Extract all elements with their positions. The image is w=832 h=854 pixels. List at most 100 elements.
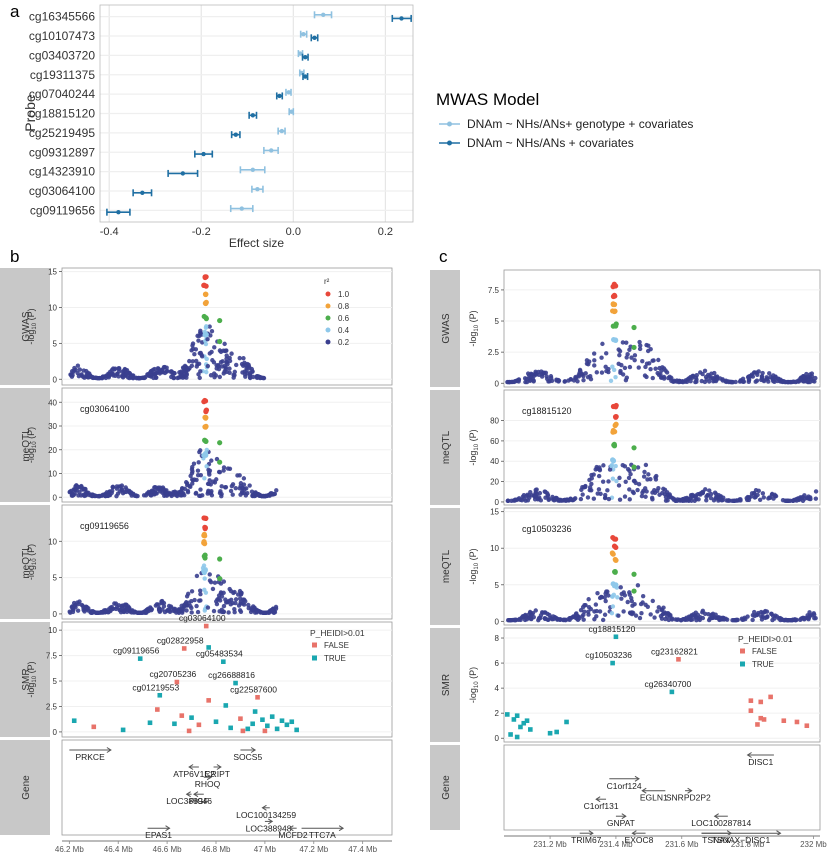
panel-b-gene-label: EPAS1 xyxy=(145,830,172,840)
panel-c-point xyxy=(752,491,757,497)
panel-c-smr-legend-key xyxy=(740,648,745,654)
panel-c-point xyxy=(568,496,573,501)
panel-c-point xyxy=(770,613,776,619)
panel-b-point xyxy=(189,610,194,615)
panel-c-point xyxy=(507,379,512,385)
panel-a-point xyxy=(250,167,256,173)
panel-c-xtick-label: 231.4 Mb xyxy=(599,840,633,849)
panel-b-point xyxy=(77,599,82,604)
panel-c-point xyxy=(784,618,790,623)
panel-b-point xyxy=(198,591,203,597)
panel-b-point xyxy=(70,609,76,615)
panel-c-point xyxy=(656,357,661,363)
panel-b-point xyxy=(77,367,83,372)
panel-b-point xyxy=(184,372,189,378)
panel-b-point xyxy=(216,596,222,601)
panel-c-point xyxy=(534,487,539,492)
panel-b-peak-point xyxy=(203,315,209,321)
panel-c-point xyxy=(635,487,640,493)
panel-c-point xyxy=(642,469,647,475)
panel-c-smr-point xyxy=(518,724,523,730)
panel-b-point xyxy=(204,324,209,329)
panel-c-point xyxy=(633,480,638,486)
panel-c-point xyxy=(521,613,526,619)
panel-a-ylabel: Probe xyxy=(22,94,38,132)
panel-c-gene-label: GNPAT xyxy=(607,818,635,828)
panel-c-smr-point xyxy=(755,722,760,727)
panel-c-point xyxy=(589,481,594,487)
panel-c-point xyxy=(627,497,632,502)
panel-b-strip-label: GWAS xyxy=(21,311,32,342)
panel-c-point xyxy=(641,474,647,479)
panel-b-point xyxy=(190,481,195,486)
panel-c-point xyxy=(581,617,586,622)
panel-c-point xyxy=(544,374,549,379)
panel-b-point xyxy=(231,372,236,378)
panel-b-point xyxy=(232,609,237,615)
panel-c-point xyxy=(745,374,751,380)
panel-c-point xyxy=(557,617,563,622)
panel-c-strip-label: meQTL xyxy=(441,430,452,464)
panel-c-ytick-label: 10 xyxy=(490,544,499,553)
panel-b-point xyxy=(233,597,239,602)
panel-c-point xyxy=(526,493,532,498)
panel-c-point xyxy=(505,498,511,504)
panel-b-smr-legend-key xyxy=(312,655,317,661)
panel-b-legend-label: 0.2 xyxy=(338,338,350,347)
panel-b-smr-point xyxy=(284,722,290,728)
panel-c-point xyxy=(682,379,688,384)
panel-c-point xyxy=(562,379,567,384)
panel-b-point xyxy=(156,607,162,613)
panel-c-ytick-label: 2.5 xyxy=(488,348,500,357)
panel-a-xtick-label: -0.2 xyxy=(192,226,211,238)
panel-b-point xyxy=(157,487,162,492)
panel-b-peak-point xyxy=(202,332,208,338)
panel-b-point xyxy=(143,493,149,498)
panel-c-ylabel-sub: 10 xyxy=(474,681,480,688)
panel-c-strip-label: GWAS xyxy=(441,313,452,344)
panel-c-point xyxy=(699,490,704,495)
panel-c-point xyxy=(632,353,638,358)
panel-c-peak-point xyxy=(610,301,616,307)
panel-c-point xyxy=(609,462,615,468)
panel-b-point xyxy=(221,371,226,376)
panel-b-strip xyxy=(0,505,50,619)
panel-c-smr-point xyxy=(554,729,559,735)
panel-b-point xyxy=(173,490,178,495)
panel-b-point xyxy=(236,603,242,608)
panel-c-point xyxy=(650,598,655,604)
panel-c-point xyxy=(723,616,728,622)
panel-b-point xyxy=(192,597,197,603)
panel-b-smr-point xyxy=(223,703,229,708)
panel-c-point xyxy=(686,614,692,619)
panel-c-peak-point xyxy=(631,324,637,331)
panel-b-ylabel-p: (P) xyxy=(26,544,36,559)
panel-c-ylabel: -log10 (P) xyxy=(468,667,480,703)
panel-c-point xyxy=(754,378,760,383)
panel-b-peak-point xyxy=(203,414,209,421)
panel-c-point xyxy=(726,379,732,385)
panel-b-smr-legend-key xyxy=(312,642,317,648)
panel-a-probe-label: cg25219495 xyxy=(29,126,95,140)
panel-c-point xyxy=(739,616,745,621)
panel-b-smr-point xyxy=(179,713,185,718)
panel-a-point xyxy=(239,206,244,211)
panel-b-point xyxy=(194,573,200,579)
panel-b-track-frame xyxy=(61,621,393,738)
panel-b-point xyxy=(202,476,207,481)
panel-b-point xyxy=(75,363,81,368)
panel-c-point xyxy=(613,374,618,380)
panel-b-peak-point xyxy=(202,397,208,404)
panel-c-point xyxy=(592,617,597,622)
panel-c-point xyxy=(794,497,799,502)
panel-c-peak-point xyxy=(611,292,618,299)
panel-b-gene-arrow xyxy=(106,747,112,753)
panel-c-point xyxy=(691,612,696,617)
panel-c-smr-point xyxy=(794,719,800,725)
panel-a-point xyxy=(277,93,282,99)
panel-b-peak-point xyxy=(203,515,209,522)
panel-b-point xyxy=(86,606,91,611)
panel-b-peak-point xyxy=(201,540,207,546)
panel-b-ytick-label: 10 xyxy=(48,626,57,635)
panel-b-xtick-label: 47.2 Mb xyxy=(299,845,328,854)
